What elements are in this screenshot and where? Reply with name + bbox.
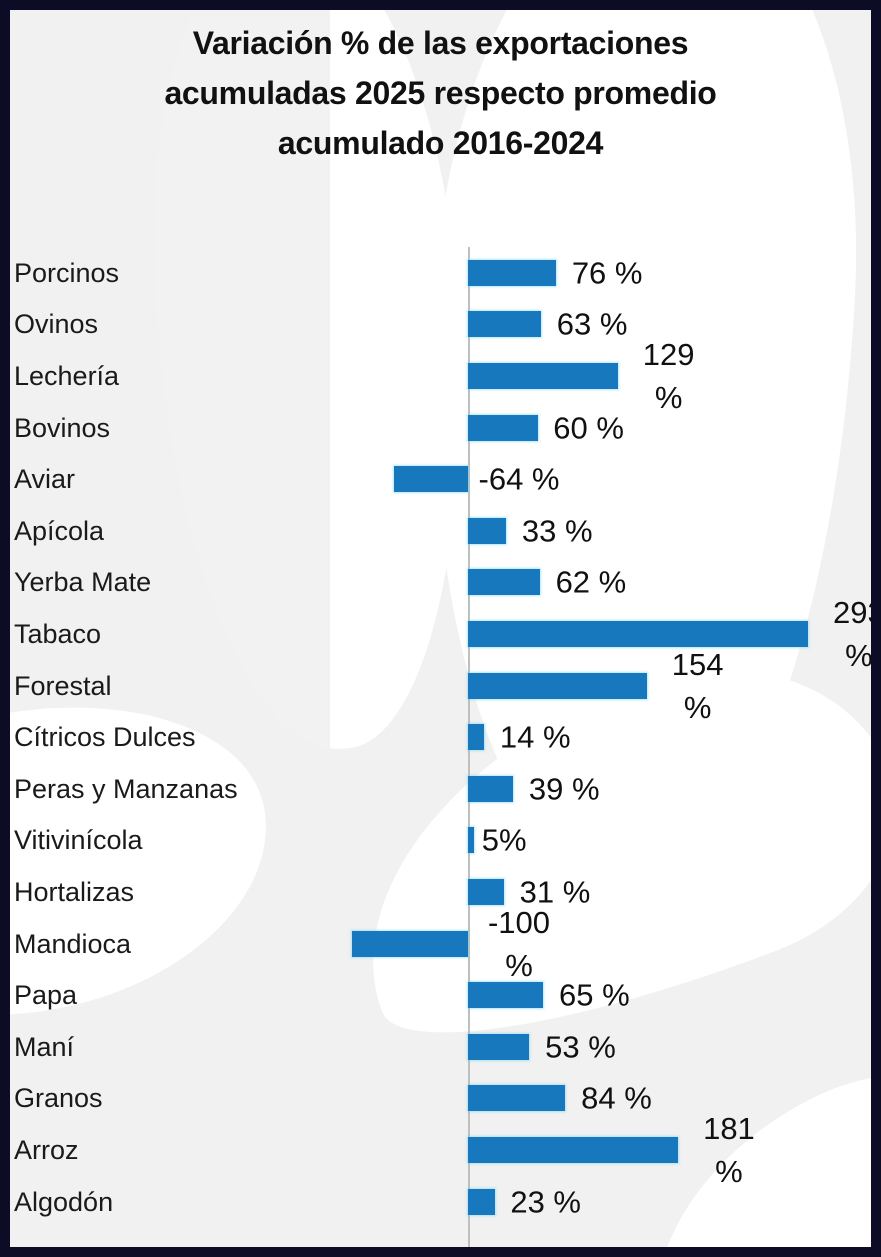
value-label-porcinos: 76 %	[571, 255, 643, 291]
bar-porcinos[interactable]	[468, 259, 557, 286]
bar-papa[interactable]	[468, 982, 544, 1009]
bar-ap-cola[interactable]	[468, 517, 507, 544]
category-label-mandioca: Mandioca	[14, 928, 132, 959]
value-label-ovinos: 63 %	[556, 306, 628, 342]
value-label-papa: 65 %	[559, 977, 630, 1013]
value-label-aviar: -64 %	[478, 461, 560, 497]
bar-bovinos[interactable]	[468, 414, 538, 441]
value-label-c-tricos-dulces: 14 %	[499, 719, 571, 755]
bar-aviar[interactable]	[393, 466, 468, 493]
bar-granos[interactable]	[468, 1085, 566, 1112]
chart-row: Apícola 33 %	[10, 505, 871, 557]
category-label-algod-n: Algodón	[14, 1186, 114, 1217]
category-label-ovinos: Ovinos	[14, 309, 99, 340]
chart-canvas: Variación % de las exportaciones acumula…	[10, 10, 871, 1247]
value-label-peras-y-manzanas: 39 %	[528, 771, 600, 807]
chart-row: Peras y Manzanas 39 %	[10, 763, 871, 815]
category-label-granos: Granos	[14, 1083, 103, 1114]
bar-ovinos[interactable]	[468, 311, 542, 338]
bar-c-tricos-dulces[interactable]	[468, 724, 485, 751]
bar-chart-plot: Porcinos 76 % Ovinos 63 % Lechería 129 % Bovin…	[10, 10, 871, 1247]
value-label-bovinos: 60 %	[553, 410, 624, 446]
chart-row: Vitivinícola 5%	[10, 815, 871, 867]
chart-row: Lechería 129 %	[10, 337, 871, 415]
category-label-porcinos: Porcinos	[14, 257, 120, 288]
category-label-peras-y-manzanas: Peras y Manzanas	[14, 773, 238, 804]
bar-yerba-mate[interactable]	[468, 569, 540, 596]
category-label-arroz: Arroz	[14, 1134, 79, 1165]
bar-lecher-a[interactable]	[468, 362, 618, 389]
bar-algod-n[interactable]	[468, 1188, 495, 1215]
bar-arroz[interactable]	[468, 1136, 678, 1163]
category-label-papa: Papa	[14, 980, 78, 1011]
chart-title: Variación % de las exportaciones acumula…	[164, 25, 717, 161]
bar-man-[interactable]	[468, 1033, 530, 1060]
chart-row: Tabaco293 %	[10, 595, 871, 673]
category-label-bovinos: Bovinos	[14, 412, 111, 443]
chart-row: Ovinos 63 %	[10, 299, 871, 351]
category-label-vitivin-cola: Vitivinícola	[14, 825, 143, 856]
bar-mandioca[interactable]	[352, 930, 468, 957]
category-label-tabaco: Tabaco	[14, 618, 102, 649]
chart-row: Papa 65 %	[10, 969, 871, 1021]
chart-row: Arroz 181 %	[10, 1111, 871, 1189]
value-label-yerba-mate: 62 %	[555, 564, 627, 600]
category-label-lecher-a: Lechería	[14, 360, 120, 391]
chart-row: Hortalizas 31 %	[10, 866, 871, 918]
category-label-yerba-mate: Yerba Mate	[14, 567, 152, 598]
chart-row: Maní 53 %	[10, 1021, 871, 1073]
chart-row: Algodón 23 %	[10, 1176, 871, 1228]
bar-tabaco[interactable]	[468, 620, 808, 647]
value-label-ap-cola: 33 %	[521, 513, 593, 549]
chart-row: Cítricos Dulces 14 %	[10, 711, 871, 763]
chart-row: Mandioca -100 %	[10, 905, 871, 983]
category-label-ap-cola: Apícola	[14, 515, 105, 546]
chart-row: Yerba Mate 62 %	[10, 557, 871, 609]
bar-forestal[interactable]	[468, 672, 647, 699]
value-label-vitivin-cola: 5%	[481, 822, 527, 858]
category-label-forestal: Forestal	[14, 670, 112, 701]
category-label-hortalizas: Hortalizas	[14, 876, 135, 907]
bar-vitivin-cola[interactable]	[468, 827, 474, 854]
category-label-man-: Maní	[14, 1031, 75, 1062]
chart-row: Forestal 154 %	[10, 647, 871, 725]
value-label-algod-n: 23 %	[510, 1184, 581, 1220]
chart-row: Bovinos 60 %	[10, 402, 871, 454]
chart-row: Aviar -64 %	[10, 453, 871, 505]
value-label-man-: 53 %	[545, 1029, 616, 1065]
category-label-c-tricos-dulces: Cítricos Dulces	[14, 722, 196, 753]
category-label-aviar: Aviar	[14, 464, 76, 495]
chart-row: Porcinos 76 %	[10, 247, 871, 299]
bar-peras-y-manzanas[interactable]	[468, 775, 514, 802]
value-label-granos: 84 %	[581, 1080, 652, 1116]
